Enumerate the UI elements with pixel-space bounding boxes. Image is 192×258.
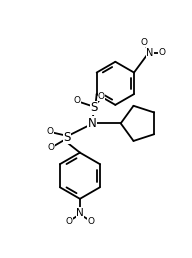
Text: O: O <box>140 38 147 47</box>
Text: O: O <box>48 143 55 152</box>
Text: N: N <box>88 117 97 130</box>
Text: N: N <box>146 47 154 58</box>
Text: O: O <box>66 217 73 227</box>
Text: O: O <box>46 127 53 135</box>
Text: O: O <box>73 96 80 105</box>
Text: O: O <box>98 92 105 101</box>
Text: O: O <box>158 48 165 57</box>
Text: O: O <box>87 217 94 227</box>
Text: S: S <box>90 101 98 115</box>
Text: N: N <box>76 208 84 218</box>
Text: S: S <box>63 131 70 144</box>
